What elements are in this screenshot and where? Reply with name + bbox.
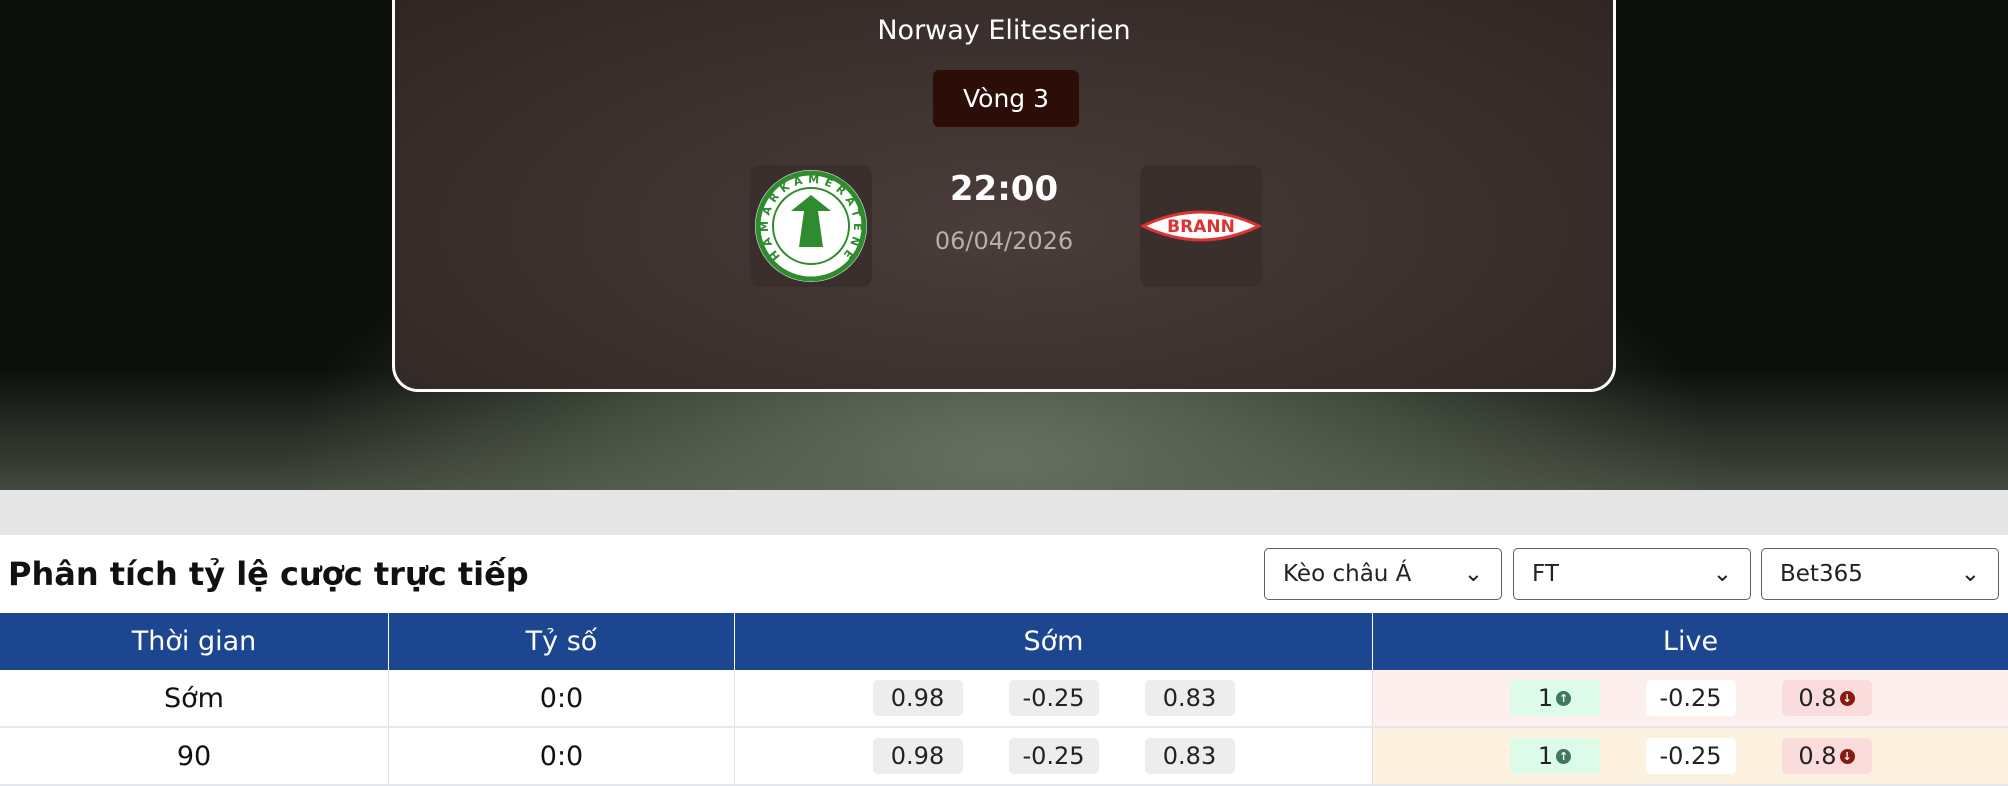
live-odds: 1 ↑ -0.25 0.8 ↓ (1373, 670, 2008, 726)
odds-value: 0.98 (872, 680, 963, 716)
column-header: Tỷ số (389, 613, 735, 670)
odds-value: 0.83 (1144, 680, 1235, 716)
early-odds: 0.98 -0.25 0.83 (735, 670, 1373, 726)
odds-value: 0.98 (872, 738, 963, 774)
odds-value-down: 0.8 ↓ (1781, 680, 1872, 716)
select-value: FT (1532, 561, 1559, 587)
odds-value: -0.25 (1008, 680, 1099, 716)
home-team-logo[interactable]: Hamarkameratene (750, 165, 872, 287)
odds-value: -0.25 (1645, 680, 1736, 716)
odds-value: 0.8 (1798, 684, 1837, 712)
arrow-up-icon: ↑ (1556, 748, 1572, 764)
time-cell: 90 (0, 728, 389, 784)
chevron-down-icon: ⌄ (1712, 561, 1732, 587)
section-title: Phân tích tỷ lệ cược trực tiếp (8, 555, 529, 593)
table-row: 90 0:0 0.98 -0.25 0.83 1 ↑ -0.25 0.8 ↓ (0, 728, 2008, 786)
odds-value: -0.25 (1645, 738, 1736, 774)
match-date: 06/04/2026 (934, 227, 1074, 255)
chevron-down-icon: ⌄ (1463, 561, 1483, 587)
table-row: Sớm 0:0 0.98 -0.25 0.83 1 ↑ -0.25 0.8 ↓ (0, 670, 2008, 728)
bookmaker-select[interactable]: Bet365 ⌄ (1761, 548, 1999, 600)
odds-value: 0.8 (1798, 742, 1837, 770)
league-name: Norway Eliteserien (877, 15, 1131, 46)
period-select[interactable]: FT ⌄ (1513, 548, 1751, 600)
match-time: 22:00 (949, 169, 1059, 209)
score-cell: 0:0 (389, 670, 735, 726)
score-cell: 0:0 (389, 728, 735, 784)
arrow-down-icon: ↓ (1839, 748, 1855, 764)
odds-value-up: 1 ↑ (1509, 738, 1600, 774)
odds-value-down: 0.8 ↓ (1781, 738, 1872, 774)
odds-value: 1 (1537, 742, 1554, 770)
chevron-down-icon: ⌄ (1960, 561, 1980, 587)
match-card: Norway Eliteserien Vòng 3 Hamarkameraten… (392, 0, 1616, 392)
odds-value-up: 1 ↑ (1509, 680, 1600, 716)
odds-value: 0.83 (1144, 738, 1235, 774)
time-cell: Sớm (0, 670, 389, 726)
select-value: Bet365 (1780, 561, 1863, 587)
odds-value: -0.25 (1008, 738, 1099, 774)
market-select[interactable]: Kèo châu Á ⌄ (1264, 548, 1502, 600)
column-header: Thời gian (0, 613, 389, 670)
odds-value: 1 (1537, 684, 1554, 712)
round-badge: Vòng 3 (933, 70, 1079, 127)
divider (0, 490, 2008, 535)
away-team-logo[interactable]: BRANN (1140, 165, 1262, 287)
away-logo-text: BRANN (1167, 217, 1235, 237)
select-value: Kèo châu Á (1283, 561, 1412, 587)
arrow-up-icon: ↑ (1556, 690, 1572, 706)
early-odds: 0.98 -0.25 0.83 (735, 728, 1373, 784)
table-header: Thời gian Tỷ số Sớm Live (0, 613, 2008, 670)
column-header: Live (1662, 626, 1719, 657)
arrow-down-icon: ↓ (1839, 690, 1855, 706)
column-header: Sớm (735, 613, 1373, 670)
live-odds: 1 ↑ -0.25 0.8 ↓ (1373, 728, 2008, 784)
